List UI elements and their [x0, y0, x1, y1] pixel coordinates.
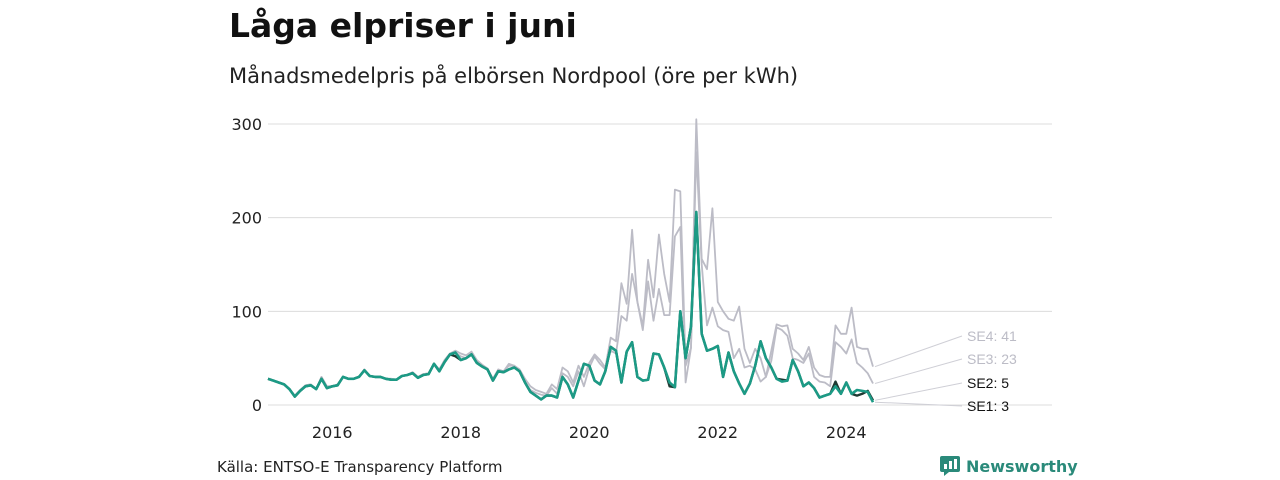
brand-name: Newsworthy — [966, 456, 1078, 476]
end-label-se4: SE4: 41 — [967, 328, 1017, 344]
y-tick-label-300: 300 — [231, 115, 262, 134]
chart-subtitle: Månadsmedelpris på elbörsen Nordpool (ör… — [229, 64, 799, 88]
series-line-se2 — [267, 210, 875, 401]
leader-line-se2 — [874, 382, 963, 401]
y-tick-label-0: 0 — [252, 396, 262, 415]
brand: Newsworthy — [940, 456, 1078, 476]
y-tick-label-200: 200 — [231, 209, 262, 228]
y-tick-label-100: 100 — [231, 302, 262, 321]
newsworthy-logo-icon — [940, 456, 960, 476]
x-tick-label-2022: 2022 — [697, 423, 738, 442]
chart-title: Låga elpriser i juni — [229, 6, 577, 45]
x-tick-label-2018: 2018 — [440, 423, 481, 442]
x-tick-label-2024: 2024 — [826, 423, 867, 442]
end-label-se2: SE2: 5 — [967, 375, 1009, 391]
leader-line-se3 — [874, 358, 963, 384]
series-line-se4 — [267, 118, 874, 397]
series-line-se1 — [267, 210, 875, 403]
x-tick-label-2016: 2016 — [312, 423, 353, 442]
end-label-se3: SE3: 23 — [967, 351, 1017, 367]
series-line-se3 — [267, 151, 874, 397]
leader-line-se1 — [874, 401, 963, 407]
end-label-se1: SE1: 3 — [967, 398, 1009, 414]
source-note: Källa: ENTSO-E Transparency Platform — [217, 458, 503, 476]
leader-line-se4 — [874, 335, 963, 368]
x-tick-label-2020: 2020 — [569, 423, 610, 442]
